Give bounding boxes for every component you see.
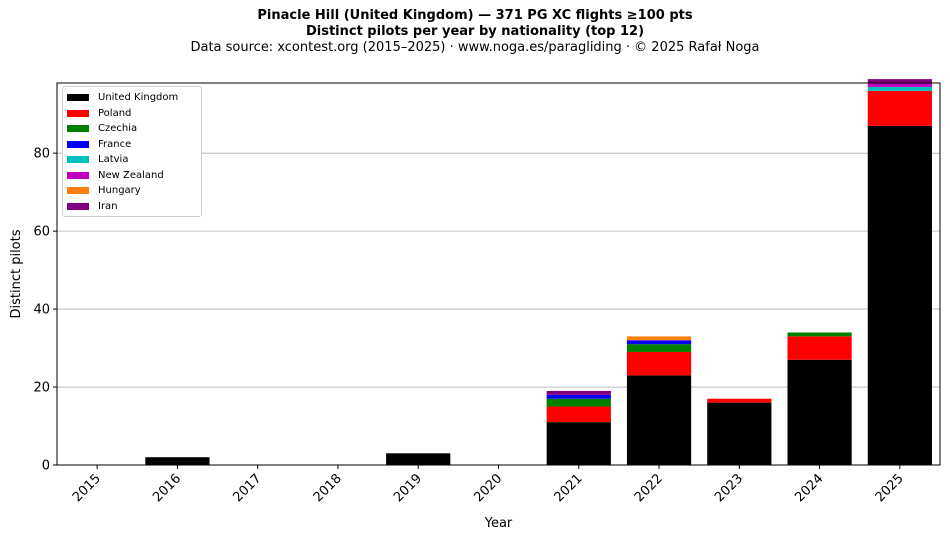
legend-swatch [67, 202, 89, 210]
bar-france-2021 [546, 394, 611, 399]
bar-united-kingdom-2023 [707, 402, 772, 465]
legend-swatch [67, 156, 89, 164]
legend-item-poland: Poland [67, 106, 197, 122]
bar-united-kingdom-2025 [867, 125, 932, 465]
y-tick-label: 40 [33, 303, 50, 318]
bar-united-kingdom-2016 [145, 457, 210, 465]
chart-titles: Pinacle Hill (United Kingdom) — 371 PG X… [0, 8, 950, 56]
bar-czechia-2022 [626, 344, 692, 352]
bar-poland-2025 [867, 90, 932, 126]
bar-france-2022 [626, 340, 692, 345]
x-tick-label: 2024 [792, 471, 826, 505]
legend-label: France [98, 138, 132, 150]
x-tick-label: 2018 [311, 471, 345, 505]
legend-item-hungary: Hungary [67, 183, 197, 199]
bar-czechia-2024 [787, 332, 852, 337]
x-tick-label: 2025 [873, 471, 907, 505]
legend-item-united-kingdom: United Kingdom [67, 90, 197, 106]
bar-czechia-2021 [546, 398, 611, 407]
legend-label: Poland [98, 107, 132, 119]
x-tick-label: 2020 [471, 471, 505, 505]
data-source-note: Data source: xcontest.org (2015–2025) · … [190, 40, 760, 55]
x-tick-label: 2021 [552, 471, 586, 505]
y-tick-label: 0 [42, 459, 50, 474]
bars [145, 79, 932, 465]
bar-poland-2023 [707, 398, 772, 403]
bar-united-kingdom-2019 [386, 453, 451, 465]
x-tick-label: 2015 [70, 471, 104, 505]
bar-poland-2024 [787, 336, 852, 360]
x-axis-label: Year [484, 516, 513, 531]
x-tick-label: 2019 [391, 471, 425, 505]
legend-swatch [67, 125, 89, 133]
legend-label: New Zealand [98, 169, 164, 181]
x-axis: 2015 2016 2017 2018 2019 2020 2021 2022 2023 2024… [70, 465, 907, 505]
y-tick-label: 80 [33, 147, 50, 162]
bar-iran-2021 [546, 390, 611, 395]
legend-label: Iran [98, 200, 118, 212]
legend: United Kingdom Poland Czechia France Latvia N… [62, 86, 202, 217]
legend-swatch [67, 171, 89, 179]
legend-item-new-zealand: New Zealand [67, 168, 197, 184]
y-tick-label: 20 [33, 381, 50, 396]
legend-item-czechia: Czechia [67, 121, 197, 137]
bar-latvia-2025 [867, 86, 932, 91]
bar-poland-2021 [546, 406, 611, 423]
x-tick-label: 2017 [231, 471, 265, 505]
legend-item-iran: Iran [67, 199, 197, 215]
bar-new-zealand-2025 [867, 83, 932, 87]
y-axis: 0 20 40 60 80 [33, 147, 57, 474]
legend-item-france: France [67, 137, 197, 153]
legend-label: Hungary [98, 185, 141, 197]
legend-item-latvia: Latvia [67, 152, 197, 168]
x-tick-label: 2016 [150, 471, 184, 505]
bar-iran-2025 [867, 79, 932, 83]
legend-label: Czechia [98, 123, 138, 135]
bar-united-kingdom-2024 [787, 359, 852, 465]
bar-united-kingdom-2022 [626, 375, 692, 465]
legend-swatch [67, 94, 89, 102]
legend-label: United Kingdom [98, 92, 179, 104]
x-tick-label: 2023 [712, 471, 746, 505]
chart-subtitle: Distinct pilots per year by nationality … [305, 24, 645, 39]
y-tick-label: 60 [33, 225, 50, 240]
legend-swatch [67, 187, 89, 195]
legend-swatch [67, 140, 89, 148]
bar-poland-2022 [626, 351, 692, 376]
y-axis-label: Distinct pilots [9, 229, 24, 318]
bar-united-kingdom-2021 [546, 422, 611, 465]
legend-label: Latvia [98, 154, 129, 166]
x-tick-label: 2022 [632, 471, 666, 505]
legend-swatch [67, 109, 89, 117]
bar-hungary-2022 [626, 336, 692, 341]
chart-title: Pinacle Hill (United Kingdom) — 371 PG X… [257, 8, 693, 23]
